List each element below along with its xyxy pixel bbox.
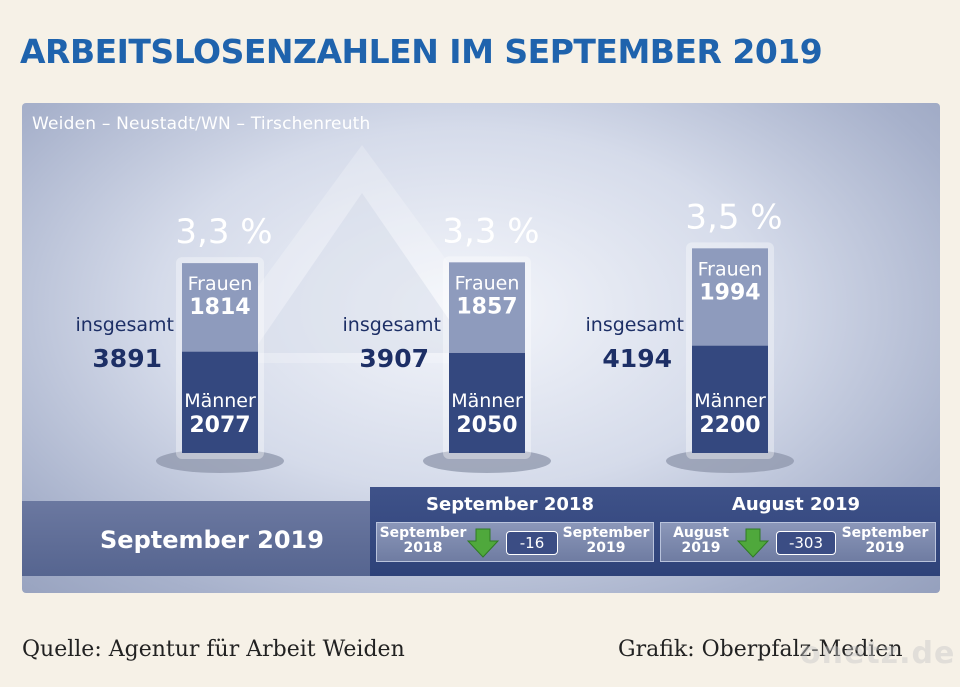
bar-shadow (666, 449, 794, 473)
bar-maenner (692, 345, 768, 453)
bar-chart: 3,3 %Frauen1814Männer2077insgesamt38913,… (76, 197, 794, 473)
bar-frauen (182, 263, 258, 352)
rate-label: 3,3 % (442, 211, 539, 251)
comparison-title-1: September 2018 (426, 494, 594, 515)
bar-maenner (182, 351, 258, 453)
bar-frauen (449, 262, 525, 353)
bar-shadow (156, 449, 284, 473)
bar-shadow (423, 449, 551, 473)
total-label: insgesamt (586, 314, 684, 336)
maenner-value: 2200 (699, 413, 760, 438)
comparison-to-1: September 2019 (562, 525, 650, 556)
total-label: insgesamt (343, 314, 441, 336)
source-note: Quelle: Agentur für Arbeit Weiden (22, 637, 405, 662)
chart-panel: Weiden – Neustadt/WN – Tirschenreuth 3,3… (22, 103, 940, 593)
bar-maenner (449, 352, 525, 453)
comparison-to-2: September 2019 (841, 525, 929, 556)
background-triangle (202, 145, 522, 363)
total-value: 3907 (359, 344, 429, 373)
bar-frauen (692, 248, 768, 346)
period-block (22, 501, 372, 576)
maenner-label: Männer (694, 390, 766, 412)
down-arrow-icon (466, 528, 500, 558)
watermark: onetz.de (800, 636, 956, 671)
comparison-diff-2: -303 (776, 531, 836, 555)
period-label: September 2019 (100, 526, 324, 554)
rate-label: 3,3 % (175, 212, 272, 252)
chart-title: ARBEITSLOSENZAHLEN IM SEPTEMBER 2019 (20, 32, 823, 71)
maenner-value: 2050 (456, 413, 517, 438)
total-value: 4194 (602, 344, 672, 373)
background-graphic (202, 145, 522, 363)
rate-label: 3,5 % (685, 197, 782, 237)
down-arrow-icon (736, 528, 770, 558)
total-label: insgesamt (76, 314, 174, 336)
maenner-value: 2077 (189, 413, 250, 438)
frauen-value: 1857 (456, 294, 517, 319)
maenner-label: Männer (451, 390, 523, 412)
comparison-diff-1: -16 (506, 531, 558, 555)
maenner-label: Männer (184, 390, 256, 412)
comparison-title-2: August 2019 (731, 494, 861, 515)
frauen-label: Frauen (455, 272, 520, 294)
frauen-label: Frauen (698, 258, 763, 280)
frauen-value: 1994 (699, 280, 760, 305)
total-value: 3891 (92, 344, 162, 373)
comparison-from-2: August 2019 (673, 525, 729, 556)
frauen-label: Frauen (188, 273, 253, 295)
background-triangle-inner (252, 193, 472, 353)
comparison-from-1: September 2018 (379, 525, 467, 556)
frauen-value: 1814 (189, 295, 250, 320)
credit-note: Grafik: Oberpfalz-Medien (618, 637, 903, 662)
chart-subtitle: Weiden – Neustadt/WN – Tirschenreuth (32, 114, 371, 134)
